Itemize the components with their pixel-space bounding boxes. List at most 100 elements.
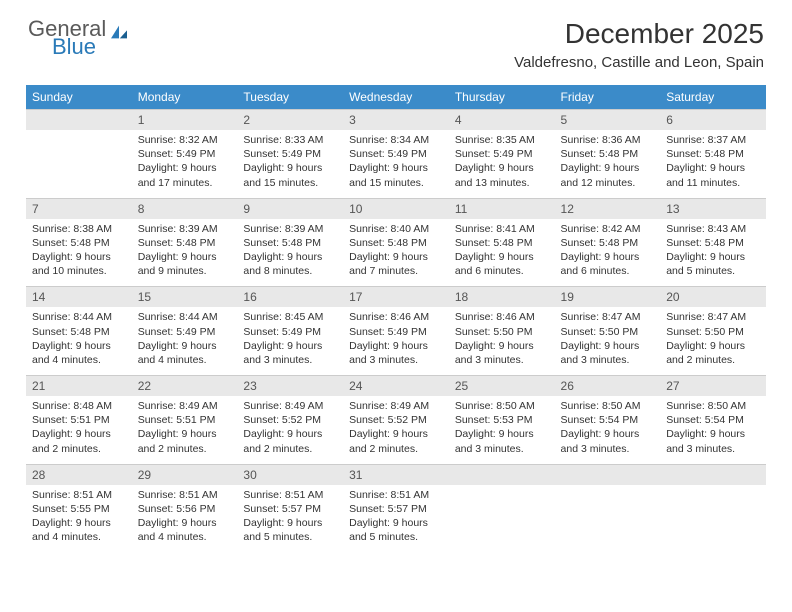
sunset-text: Sunset: 5:49 PM <box>455 147 549 161</box>
calendar-table: Sunday Monday Tuesday Wednesday Thursday… <box>26 85 766 552</box>
date-number: 30 <box>237 464 343 485</box>
sunrise-text: Sunrise: 8:48 AM <box>32 399 126 413</box>
day-cell: Sunrise: 8:35 AMSunset: 5:49 PMDaylight:… <box>449 130 555 198</box>
day-cell: Sunrise: 8:51 AMSunset: 5:55 PMDaylight:… <box>26 485 132 553</box>
sunrise-text: Sunrise: 8:34 AM <box>349 133 443 147</box>
sunrise-text: Sunrise: 8:39 AM <box>243 222 337 236</box>
date-number: 12 <box>555 198 661 219</box>
date-number: 24 <box>343 376 449 397</box>
date-number: 10 <box>343 198 449 219</box>
sunrise-text: Sunrise: 8:40 AM <box>349 222 443 236</box>
day-cell: Sunrise: 8:46 AMSunset: 5:49 PMDaylight:… <box>343 307 449 375</box>
daylight-text: Daylight: 9 hours and 3 minutes. <box>455 339 549 367</box>
date-number: 18 <box>449 287 555 308</box>
sunset-text: Sunset: 5:50 PM <box>561 325 655 339</box>
dow-saturday: Saturday <box>660 85 766 110</box>
date-number: 23 <box>237 376 343 397</box>
sunset-text: Sunset: 5:48 PM <box>32 325 126 339</box>
day-cell: Sunrise: 8:46 AMSunset: 5:50 PMDaylight:… <box>449 307 555 375</box>
date-number: 3 <box>343 110 449 131</box>
date-number <box>26 110 132 131</box>
dow-thursday: Thursday <box>449 85 555 110</box>
date-number: 22 <box>132 376 238 397</box>
dow-tuesday: Tuesday <box>237 85 343 110</box>
day-cell: Sunrise: 8:43 AMSunset: 5:48 PMDaylight:… <box>660 219 766 287</box>
dow-sunday: Sunday <box>26 85 132 110</box>
sunset-text: Sunset: 5:54 PM <box>561 413 655 427</box>
day-cell: Sunrise: 8:45 AMSunset: 5:49 PMDaylight:… <box>237 307 343 375</box>
sunrise-text: Sunrise: 8:45 AM <box>243 310 337 324</box>
date-number: 29 <box>132 464 238 485</box>
sunset-text: Sunset: 5:55 PM <box>32 502 126 516</box>
dow-wednesday: Wednesday <box>343 85 449 110</box>
daylight-text: Daylight: 9 hours and 4 minutes. <box>138 516 232 544</box>
day-of-week-row: Sunday Monday Tuesday Wednesday Thursday… <box>26 85 766 110</box>
day-cell: Sunrise: 8:51 AMSunset: 5:56 PMDaylight:… <box>132 485 238 553</box>
sunset-text: Sunset: 5:52 PM <box>243 413 337 427</box>
sunrise-text: Sunrise: 8:50 AM <box>561 399 655 413</box>
sunrise-text: Sunrise: 8:42 AM <box>561 222 655 236</box>
daylight-text: Daylight: 9 hours and 2 minutes. <box>243 427 337 455</box>
sunrise-text: Sunrise: 8:51 AM <box>32 488 126 502</box>
logo-text-blue: Blue <box>52 36 130 58</box>
daylight-text: Daylight: 9 hours and 10 minutes. <box>32 250 126 278</box>
day-cell: Sunrise: 8:49 AMSunset: 5:52 PMDaylight:… <box>237 396 343 464</box>
day-cell: Sunrise: 8:49 AMSunset: 5:52 PMDaylight:… <box>343 396 449 464</box>
daylight-text: Daylight: 9 hours and 2 minutes. <box>666 339 760 367</box>
daylight-text: Daylight: 9 hours and 15 minutes. <box>243 161 337 189</box>
sunrise-text: Sunrise: 8:43 AM <box>666 222 760 236</box>
sunrise-text: Sunrise: 8:44 AM <box>32 310 126 324</box>
sunset-text: Sunset: 5:56 PM <box>138 502 232 516</box>
daylight-text: Daylight: 9 hours and 4 minutes. <box>138 339 232 367</box>
daylight-text: Daylight: 9 hours and 5 minutes. <box>666 250 760 278</box>
day-cell: Sunrise: 8:36 AMSunset: 5:48 PMDaylight:… <box>555 130 661 198</box>
dow-monday: Monday <box>132 85 238 110</box>
sunset-text: Sunset: 5:54 PM <box>666 413 760 427</box>
date-number: 9 <box>237 198 343 219</box>
date-number: 13 <box>660 198 766 219</box>
date-number <box>555 464 661 485</box>
date-number: 7 <box>26 198 132 219</box>
day-cell: Sunrise: 8:48 AMSunset: 5:51 PMDaylight:… <box>26 396 132 464</box>
day-cell: Sunrise: 8:50 AMSunset: 5:54 PMDaylight:… <box>555 396 661 464</box>
date-number: 16 <box>237 287 343 308</box>
daylight-text: Daylight: 9 hours and 11 minutes. <box>666 161 760 189</box>
daylight-text: Daylight: 9 hours and 15 minutes. <box>349 161 443 189</box>
daylight-text: Daylight: 9 hours and 2 minutes. <box>349 427 443 455</box>
date-data-row: Sunrise: 8:38 AMSunset: 5:48 PMDaylight:… <box>26 219 766 287</box>
sunrise-text: Sunrise: 8:51 AM <box>243 488 337 502</box>
daylight-text: Daylight: 9 hours and 17 minutes. <box>138 161 232 189</box>
sunrise-text: Sunrise: 8:47 AM <box>561 310 655 324</box>
date-number-row: 28293031 <box>26 464 766 485</box>
sunrise-text: Sunrise: 8:37 AM <box>666 133 760 147</box>
date-number: 2 <box>237 110 343 131</box>
sunset-text: Sunset: 5:48 PM <box>349 236 443 250</box>
date-number: 31 <box>343 464 449 485</box>
date-number-row: 123456 <box>26 110 766 131</box>
day-cell: Sunrise: 8:44 AMSunset: 5:49 PMDaylight:… <box>132 307 238 375</box>
sunset-text: Sunset: 5:51 PM <box>32 413 126 427</box>
daylight-text: Daylight: 9 hours and 3 minutes. <box>666 427 760 455</box>
sunset-text: Sunset: 5:48 PM <box>561 236 655 250</box>
daylight-text: Daylight: 9 hours and 2 minutes. <box>32 427 126 455</box>
page-title: December 2025 <box>514 18 764 50</box>
date-number: 8 <box>132 198 238 219</box>
day-cell: Sunrise: 8:50 AMSunset: 5:53 PMDaylight:… <box>449 396 555 464</box>
date-number: 15 <box>132 287 238 308</box>
date-data-row: Sunrise: 8:32 AMSunset: 5:49 PMDaylight:… <box>26 130 766 198</box>
day-cell: Sunrise: 8:42 AMSunset: 5:48 PMDaylight:… <box>555 219 661 287</box>
sunrise-text: Sunrise: 8:47 AM <box>666 310 760 324</box>
sunrise-text: Sunrise: 8:50 AM <box>666 399 760 413</box>
day-cell: Sunrise: 8:50 AMSunset: 5:54 PMDaylight:… <box>660 396 766 464</box>
daylight-text: Daylight: 9 hours and 2 minutes. <box>138 427 232 455</box>
day-cell: Sunrise: 8:33 AMSunset: 5:49 PMDaylight:… <box>237 130 343 198</box>
header: GeneralBlue December 2025 Valdefresno, C… <box>0 0 792 77</box>
date-number-row: 14151617181920 <box>26 287 766 308</box>
dow-friday: Friday <box>555 85 661 110</box>
day-cell: Sunrise: 8:49 AMSunset: 5:51 PMDaylight:… <box>132 396 238 464</box>
day-cell: Sunrise: 8:47 AMSunset: 5:50 PMDaylight:… <box>555 307 661 375</box>
date-number: 4 <box>449 110 555 131</box>
date-data-row: Sunrise: 8:44 AMSunset: 5:48 PM Daylight:… <box>26 307 766 375</box>
date-number: 6 <box>660 110 766 131</box>
sunset-text: Sunset: 5:49 PM <box>138 147 232 161</box>
